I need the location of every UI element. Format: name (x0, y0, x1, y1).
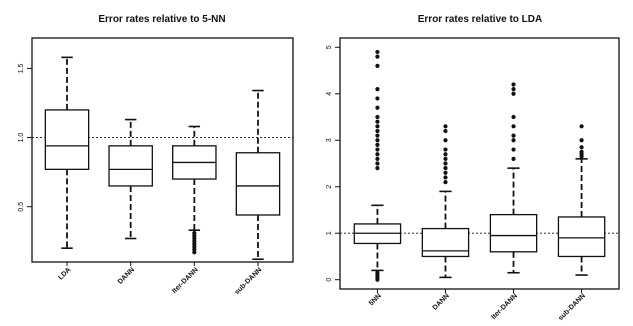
chart2-outlier-5nn (375, 54, 380, 59)
chart2-outlier-dann (443, 175, 448, 180)
chart2-category-label-sub-dann: sub-DANN (557, 292, 587, 321)
chart1-plot-frame (31, 37, 294, 263)
chart2-ytick-label: 0 (326, 278, 333, 282)
chart2-ytick-label: 1 (326, 231, 333, 235)
chart2-outlier-dann (443, 161, 448, 166)
chart2-outlier-5nn (375, 270, 380, 275)
chart2-outlier-5nn (375, 119, 380, 124)
chart2-outlier-5nn (375, 87, 380, 92)
chart2-box-sub-dann (557, 216, 606, 258)
chart2-outlier-5nn (375, 133, 380, 138)
chart2-outlier-5nn (375, 105, 380, 110)
chart2-outlier-5nn (375, 63, 380, 68)
chart2-outlier-iter-dann (511, 124, 516, 129)
chart2-ytick-label: 4 (326, 92, 333, 96)
chart2-outlier-5nn (375, 124, 380, 129)
chart2-outlier-dann (443, 138, 448, 143)
chart2-outlier-5nn (375, 147, 380, 152)
chart2-outlier-5nn (375, 96, 380, 101)
chart2-outlier-5nn (375, 138, 380, 143)
chart1-ytick-label: 0.5 (18, 202, 25, 212)
chart2-outlier-iter-dann (511, 147, 516, 152)
chart2-outlier-5nn (375, 128, 380, 134)
chart2-category-label-dann: DANN (432, 292, 451, 311)
chart2-outlier-5nn (375, 49, 380, 55)
chart1-ytick-label: 1.5 (18, 63, 25, 73)
chart2-outlier-dann (443, 156, 448, 161)
chart2-outlier-iter-dann (511, 156, 516, 161)
chart2-plot-frame (339, 37, 620, 290)
chart2-outlier-5nn (375, 161, 380, 166)
chart2-outlier-5nn (375, 114, 380, 120)
chart2-outlier-5nn (375, 166, 380, 171)
chart2-outlier-iter-dann (511, 114, 516, 120)
chart2-outlier-dann (443, 128, 448, 134)
chart2-outlier-5nn (375, 156, 380, 161)
chart2-outlier-iter-dann (511, 138, 516, 143)
chart2-outlier-sub-dann (579, 145, 584, 150)
chart2-outlier-5nn (375, 142, 380, 148)
chart1-title: Error rates relative to 5-NN (98, 14, 225, 25)
chart2-category-label-iter-dann: Iter-DANN (490, 292, 519, 321)
chart1-box-sub-dann (235, 152, 281, 216)
chart2-ytick-label: 2 (326, 185, 333, 189)
chart2-ytick-label: 5 (326, 45, 333, 49)
chart2-outlier-dann (443, 152, 448, 157)
chart2-box-iter-dann (489, 213, 538, 253)
chart2-outlier-iter-dann (511, 87, 516, 92)
chart2-outlier-sub-dann (579, 138, 584, 143)
chart2-outlier-sub-dann (579, 124, 584, 129)
chart2-outlier-iter-dann (511, 91, 516, 96)
chart1-box-lda (44, 109, 90, 171)
chart2-outlier-dann (443, 166, 448, 171)
chart1-box-dann (108, 145, 153, 187)
chart2-outlier-iter-dann (511, 82, 516, 87)
chart2-category-label-5nn: 5NN (368, 292, 383, 307)
chart2-title: Error rates relative to LDA (418, 14, 543, 25)
chart2-outlier-dann (443, 170, 448, 175)
chart2-outlier-dann (443, 124, 448, 129)
chart2-outlier-iter-dann (511, 133, 516, 138)
chart1-outlier-iter-dann (192, 230, 197, 236)
chart1-category-label-lda: LDA (57, 266, 72, 281)
chart2-ytick-label: 3 (326, 138, 333, 142)
chart2-outlier-dann (443, 179, 448, 185)
chart2-outlier-sub-dann (579, 149, 584, 154)
chart1-category-label-dann: DANN (117, 266, 136, 285)
chart1-category-label-sub-dann: sub-DANN (234, 266, 264, 296)
chart2-outlier-dann (443, 147, 448, 152)
chart2-outlier-5nn (375, 152, 380, 157)
chart1-category-label-iter-dann: Iter-DANN (171, 266, 200, 295)
chart1-ytick-label: 1.0 (18, 133, 25, 143)
chart2-box-dann (421, 227, 470, 258)
